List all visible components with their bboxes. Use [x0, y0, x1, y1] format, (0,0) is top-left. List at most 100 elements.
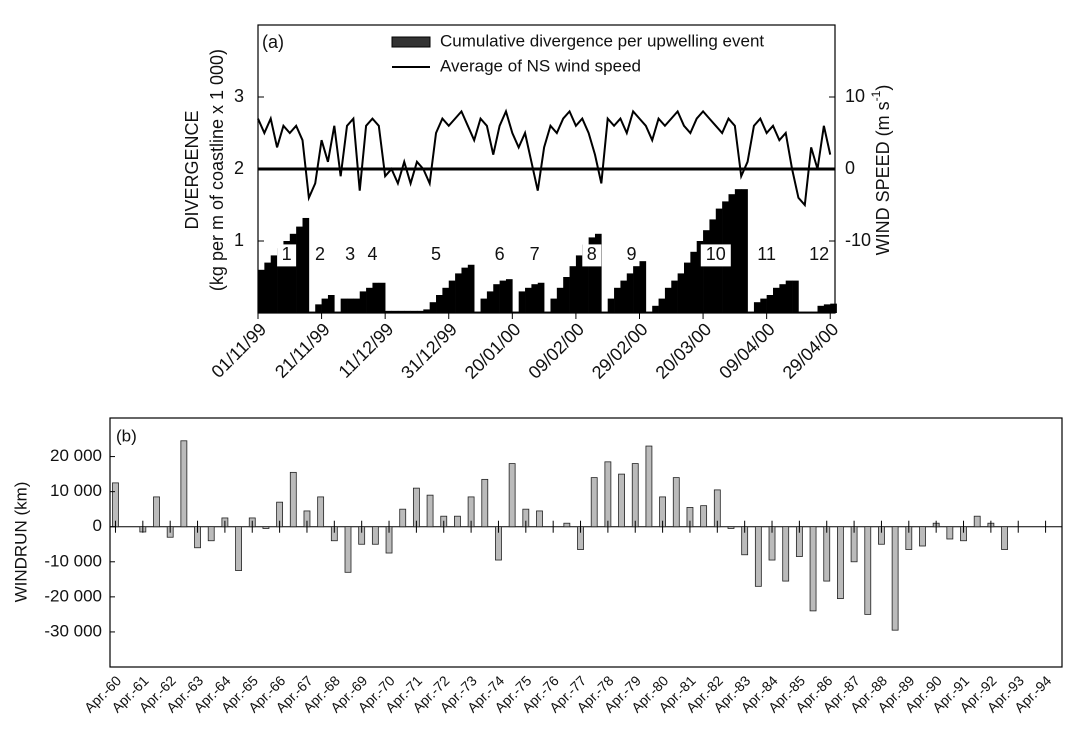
bar: [448, 280, 456, 313]
annotation: 5: [431, 244, 441, 264]
bar: [946, 526, 954, 540]
bar: [677, 273, 685, 313]
bar: [423, 309, 430, 313]
bar: [518, 291, 526, 313]
legend-label: Cumulative divergence per upwelling even…: [440, 31, 764, 50]
bar: [289, 233, 297, 313]
y-tick-label: 2: [234, 158, 244, 178]
annotation: 7: [530, 244, 540, 264]
annotation: 4: [367, 244, 377, 264]
bar: [590, 477, 598, 528]
y-tick-label: 10 000: [50, 481, 102, 500]
bar: [262, 526, 270, 529]
y-tick-label: 0: [93, 516, 102, 535]
x-tick-label: 31/12/99: [397, 319, 461, 383]
bar: [344, 526, 352, 573]
bar: [891, 526, 899, 631]
bar: [556, 287, 564, 313]
bar: [741, 189, 748, 313]
bar: [525, 287, 532, 313]
bar: [371, 526, 379, 545]
bar: [277, 248, 284, 313]
bar: [671, 280, 678, 313]
bar: [378, 282, 386, 313]
bar: [773, 287, 780, 313]
bar: [180, 440, 188, 528]
bar: [837, 526, 844, 600]
bar: [481, 478, 489, 528]
x-tick-label: 29/02/00: [588, 319, 652, 383]
x-tick-label: 21/11/99: [271, 319, 334, 382]
bar: [601, 311, 608, 313]
bar: [296, 226, 303, 313]
bar: [480, 298, 488, 313]
bar: [823, 526, 831, 582]
bar: [404, 310, 411, 313]
y-tick-label: -30 000: [44, 621, 102, 640]
annotation: 1: [282, 244, 292, 264]
bar: [582, 244, 589, 313]
bar: [973, 515, 981, 528]
bar: [620, 280, 628, 313]
legend-label: Average of NS wind speed: [440, 56, 641, 75]
bar: [594, 233, 602, 313]
bar: [734, 189, 742, 313]
bar: [563, 522, 571, 528]
bar: [919, 526, 926, 547]
plot-frame: [257, 24, 836, 314]
bar: [645, 445, 653, 528]
annotation: 11: [757, 244, 776, 264]
bar: [575, 255, 583, 313]
y-axis-label: (kg per m of coastline x 1 000): [207, 49, 227, 291]
bar: [426, 494, 434, 528]
bar: [385, 310, 392, 313]
y-tick-label: 20 000: [50, 446, 102, 465]
bar: [317, 496, 325, 528]
x-tick-label: 01/11/99: [207, 319, 270, 382]
y-tick-label: 3: [234, 86, 244, 106]
bar: [347, 298, 354, 313]
bar: [690, 251, 698, 313]
annotation-box: [277, 244, 297, 267]
bar: [804, 311, 812, 313]
bar: [544, 311, 551, 313]
bar: [753, 302, 761, 313]
bar: [359, 291, 367, 313]
bar: [658, 298, 666, 313]
bar: [664, 287, 672, 313]
x-tick-label: 09/02/00: [524, 319, 588, 383]
annotation: 12: [809, 244, 829, 264]
bar: [1001, 526, 1008, 550]
bar: [467, 264, 475, 313]
bar: [703, 230, 710, 313]
bar: [512, 311, 519, 313]
bar: [830, 303, 837, 313]
bar: [340, 298, 348, 313]
bar: [302, 217, 310, 313]
bar: [817, 305, 825, 313]
bar: [461, 267, 469, 313]
bar: [604, 461, 612, 528]
bar: [626, 273, 634, 313]
bar: [391, 310, 399, 313]
bar: [683, 262, 691, 313]
bar: [112, 482, 119, 528]
bar: [811, 311, 818, 313]
bar: [454, 515, 461, 528]
bar: [372, 282, 380, 313]
bar: [727, 526, 735, 529]
bar: [766, 295, 774, 313]
annotation: 9: [627, 244, 637, 264]
bar: [760, 298, 767, 313]
panel-label: (b): [116, 426, 137, 445]
bar: [792, 280, 799, 313]
bar: [645, 311, 653, 313]
bar: [455, 273, 462, 313]
line: [257, 108, 832, 208]
annotation: 10: [706, 244, 726, 264]
x-tick-label: 20/01/00: [461, 319, 525, 383]
bar: [289, 471, 297, 528]
annotation: 6: [495, 244, 505, 264]
bar: [782, 526, 790, 582]
panel-label: (a): [262, 32, 284, 52]
